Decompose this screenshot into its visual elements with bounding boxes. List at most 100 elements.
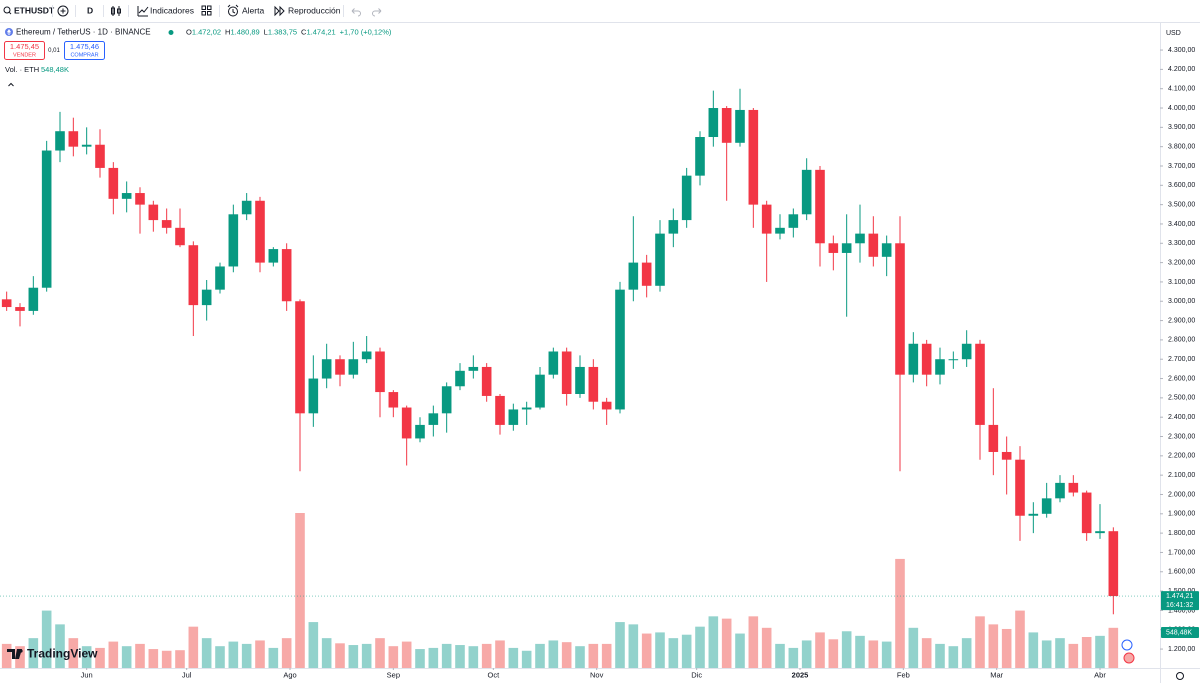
chart-type-button[interactable]	[111, 6, 121, 16]
buy-price[interactable]: 1.475,46	[70, 42, 99, 51]
alarm-icon	[228, 6, 238, 17]
sell-price[interactable]: 1.475,45	[10, 42, 39, 51]
sell-label[interactable]: VENDER	[13, 52, 36, 58]
replay-label[interactable]: Reproducción	[288, 5, 341, 15]
candle-body	[495, 395, 505, 425]
candle-body	[401, 407, 412, 439]
y-tick-label: 2.500,00	[1168, 395, 1195, 402]
volume-bar	[148, 649, 159, 668]
plot-area	[0, 88, 1160, 668]
volume-bar	[521, 650, 532, 668]
volume-bar	[575, 646, 585, 668]
candle-body	[868, 233, 879, 257]
symbol[interactable]: ETHUSDT	[14, 5, 55, 15]
brand: TradingView	[7, 647, 98, 661]
candle-body	[935, 359, 945, 375]
volume-bar	[321, 638, 332, 668]
volume-bar	[561, 642, 572, 668]
y-tick-label: 2.800,00	[1168, 337, 1195, 344]
volume-bar	[308, 622, 319, 668]
spread: 0,01	[48, 48, 60, 54]
sell-button[interactable]: 1.475,45 VENDER	[4, 41, 45, 60]
indicators-label[interactable]: Indicadores	[150, 5, 194, 15]
compare-button[interactable]	[57, 5, 69, 17]
ohlc-value: 1.480,89	[230, 27, 259, 36]
interval[interactable]: D	[87, 5, 93, 15]
candle-body	[28, 287, 39, 311]
alert-label[interactable]: Alerta	[242, 5, 264, 15]
market-status	[168, 30, 174, 35]
symbol-search[interactable]: ETHUSDT	[3, 5, 55, 15]
candle-body	[908, 343, 919, 375]
x-tick-label: Jun	[81, 670, 93, 679]
last-volume-badge	[1161, 627, 1199, 638]
volume-bar	[828, 639, 839, 668]
plus-icon	[57, 5, 69, 17]
candle-body	[575, 366, 585, 395]
candle-body	[655, 233, 665, 286]
y-tick-label: 3.800,00	[1168, 144, 1195, 151]
event-icon[interactable]	[1121, 639, 1133, 651]
redo-button[interactable]	[372, 8, 382, 17]
candle-body	[988, 424, 999, 452]
indicators-button[interactable]: Indicadores	[137, 5, 194, 17]
alarm-icon	[227, 4, 239, 14]
brand-logo	[7, 649, 22, 659]
sell-box	[4, 41, 45, 60]
candle-body	[1, 299, 12, 308]
volume-bar	[481, 643, 492, 668]
candle-body	[841, 243, 852, 253]
volume-bar	[535, 643, 545, 668]
volume-label: Vol. · ETH	[5, 65, 39, 74]
undo-button[interactable]	[351, 8, 361, 17]
candle-body	[148, 204, 159, 221]
replay-icon	[274, 5, 285, 17]
ohlc-values: O1.472,02 H1.480,89 L1.383,75 C1.474,21 +1,7…	[186, 27, 392, 36]
volume-bar	[428, 647, 439, 668]
volume-bar	[855, 635, 865, 668]
buy-label[interactable]: COMPRAR	[70, 52, 98, 58]
templates-icon	[201, 5, 206, 10]
collapse-legend[interactable]	[8, 82, 14, 87]
ohlc-label: O	[186, 27, 192, 36]
volume-bar	[1108, 627, 1119, 668]
replay-button[interactable]: Reproducción	[274, 5, 341, 17]
candle-body	[1028, 513, 1039, 516]
volume-bar	[1055, 638, 1065, 668]
candle-body	[895, 243, 905, 375]
candle-body	[321, 359, 332, 379]
settings-icon	[1176, 672, 1184, 680]
ohlc-value: 1.474,21	[306, 27, 335, 36]
volume-bar	[455, 645, 465, 668]
candle-body	[108, 167, 119, 199]
x-tick-label: Mar	[990, 670, 1003, 679]
x-tick-label: Nov	[590, 670, 604, 679]
y-tick-label: 3.200,00	[1168, 259, 1195, 266]
settings-button[interactable]	[1176, 672, 1184, 680]
candle-body	[748, 109, 759, 205]
brand-name: TradingView	[27, 647, 98, 661]
volume-bar	[548, 640, 559, 668]
ohlc-label: H	[225, 27, 230, 36]
alert-button[interactable]: Alerta	[227, 4, 264, 17]
x-tick-label: Dic	[691, 670, 702, 679]
volume-bar	[281, 638, 292, 668]
y-tick-label: 3.900,00	[1168, 124, 1195, 131]
volume-bar	[988, 624, 999, 668]
toolbar-bg	[0, 0, 1200, 22]
y-tick-label: 2.900,00	[1168, 317, 1195, 324]
search-icon	[8, 11, 12, 15]
volume-bar	[815, 632, 825, 668]
candle-body	[775, 227, 785, 234]
volume-bar	[361, 643, 372, 668]
last-price-badge	[1161, 591, 1199, 611]
buy-button[interactable]: 1.475,46 COMPRAR	[64, 41, 105, 60]
volume-bar	[255, 640, 265, 668]
event-icon[interactable]	[1123, 652, 1135, 664]
volume-bar	[1, 643, 12, 668]
candle-body	[788, 214, 799, 228]
templates-button[interactable]	[201, 5, 212, 16]
candle-body	[881, 243, 892, 257]
candle-body	[561, 351, 572, 395]
